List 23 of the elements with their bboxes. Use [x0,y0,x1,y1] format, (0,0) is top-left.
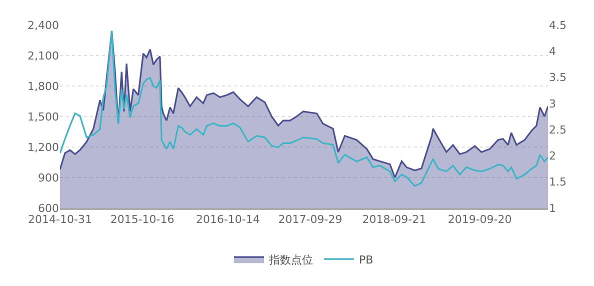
x-tick-label: 2018-09-21 [362,213,426,226]
y-tick-label: 1,800 [28,80,59,93]
y2-tick-label: 3.5 [549,71,566,84]
y-tick-label: 2,400 [28,18,59,32]
x-tick-label: 2015-10-16 [110,213,174,226]
x-tick-label: 2014-10-31 [28,213,92,226]
y-tick-label: 2,100 [28,49,59,62]
y-tick-label: 1,200 [28,140,59,154]
y-tick-label: 900 [38,171,59,184]
legend-label: 指数点位 [268,253,313,266]
y2-tick-label: 4 [549,44,556,58]
x-tick-label: 2016-10-14 [196,213,260,226]
y2-tick-label: 4.5 [549,18,566,32]
y2-tick-label: 2 [549,150,556,163]
y-tick-label: 600 [38,202,59,215]
y2-tick-label: 3 [549,97,556,110]
y2-tick-label: 1 [549,202,556,215]
x-tick-label: 2019-09-20 [448,213,512,226]
x-tick-label: 2017-09-29 [278,213,342,226]
y2-tick-label: 1.5 [549,176,566,189]
y2-tick-label: 2.5 [549,123,566,136]
legend-label: PB [359,253,374,266]
y-tick-label: 1,500 [28,110,59,124]
